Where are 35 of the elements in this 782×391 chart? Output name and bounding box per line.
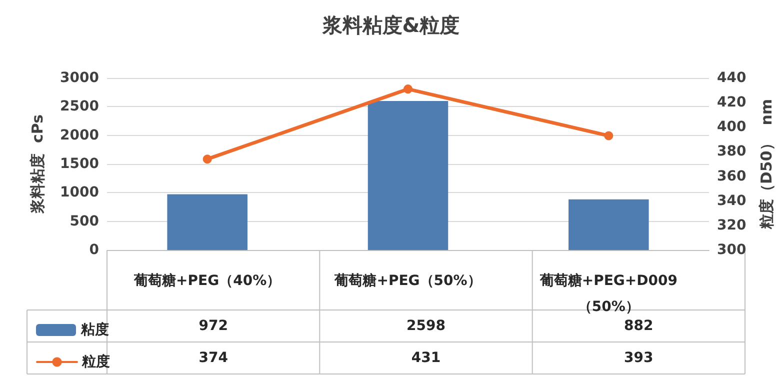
data-label: 2598	[406, 318, 446, 334]
y2-axis-title: 粒度（D50） nm	[758, 98, 776, 230]
y2-tick-label: 440	[717, 70, 746, 86]
y-axis-title: 浆料粘度 cPs	[28, 114, 46, 214]
y-tick-label: 1500	[60, 156, 100, 172]
point	[202, 154, 212, 164]
point	[404, 84, 412, 94]
x-tick-label: 葡萄糖+PEG（50%）	[334, 272, 482, 289]
y-tick-label: 0	[89, 242, 100, 258]
y2-tick-label: 360	[717, 168, 746, 184]
y-tick-label: 2500	[60, 98, 100, 115]
y2-tick-label: 320	[717, 217, 746, 234]
data-label: 972	[198, 318, 228, 334]
bar	[568, 199, 649, 250]
point	[604, 131, 614, 140]
y2-tick-label: 420	[717, 94, 746, 111]
bar	[167, 194, 248, 250]
data-label: 393	[624, 350, 654, 366]
y-tick-label: 3000	[60, 70, 100, 86]
x-tick-label: 葡萄糖+PEG+D009（50%）	[538, 272, 678, 315]
bar	[368, 101, 448, 250]
data-label: 882	[624, 318, 654, 334]
data-label: 374	[198, 350, 228, 366]
y2-tick-label: 380	[717, 144, 746, 160]
x-tick-label: 葡萄糖+PEG（40%）	[133, 272, 281, 289]
y-tick-label: 500	[70, 213, 100, 230]
y2-tick-label: 340	[717, 192, 746, 209]
y-tick-label: 1000	[60, 184, 100, 201]
data-label: 431	[411, 350, 441, 366]
chart-title: 浆料粘度&粒度	[321, 13, 460, 37]
y-tick-label: 2000	[60, 127, 100, 144]
legend-label: 粘度	[80, 321, 109, 338]
legend-label: 粒度	[81, 353, 110, 370]
y2-tick-label: 300	[717, 242, 746, 258]
y2-tick-label: 400	[717, 119, 746, 136]
